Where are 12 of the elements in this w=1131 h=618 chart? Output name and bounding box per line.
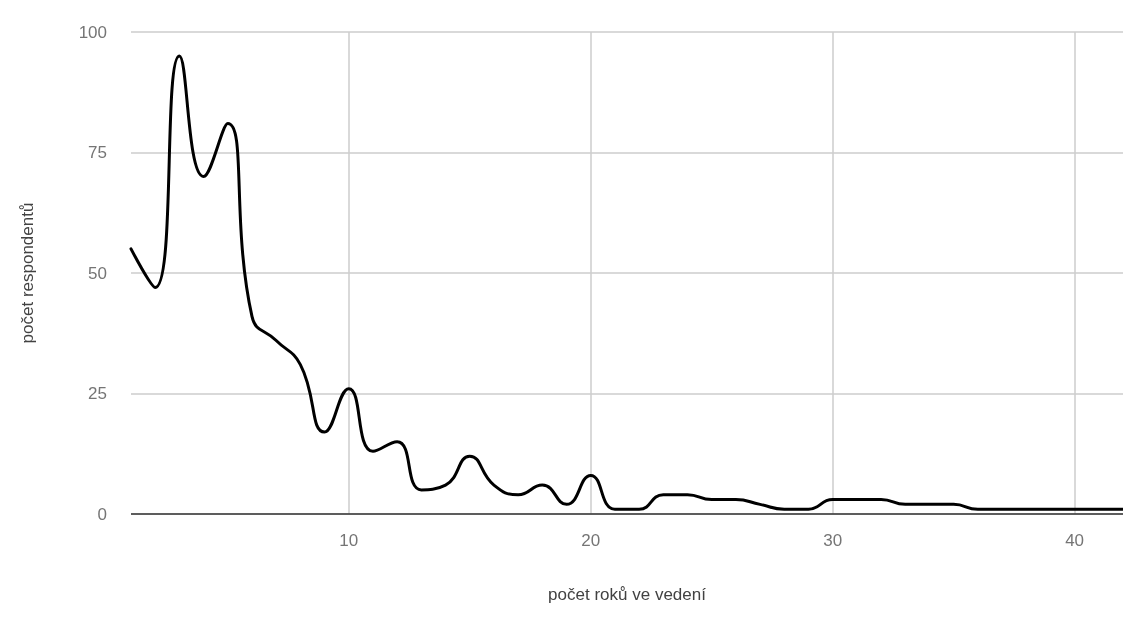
y-tick-label: 75 <box>88 143 107 162</box>
x-tick-label: 20 <box>581 531 601 550</box>
x-tick-label: 40 <box>1065 531 1085 550</box>
y-tick-label: 50 <box>88 263 107 283</box>
y-tick-label: 25 <box>88 384 107 403</box>
y-tick-label: 0 <box>97 504 107 524</box>
y-tick-label: 100 <box>78 22 107 42</box>
x-axis-title: počet roků ve vedení <box>548 585 707 604</box>
x-tick-label: 10 <box>339 531 359 550</box>
x-tick-label: 30 <box>823 531 843 550</box>
line-series <box>129 54 1123 511</box>
y-axis-title: počet respondentů <box>18 202 37 344</box>
